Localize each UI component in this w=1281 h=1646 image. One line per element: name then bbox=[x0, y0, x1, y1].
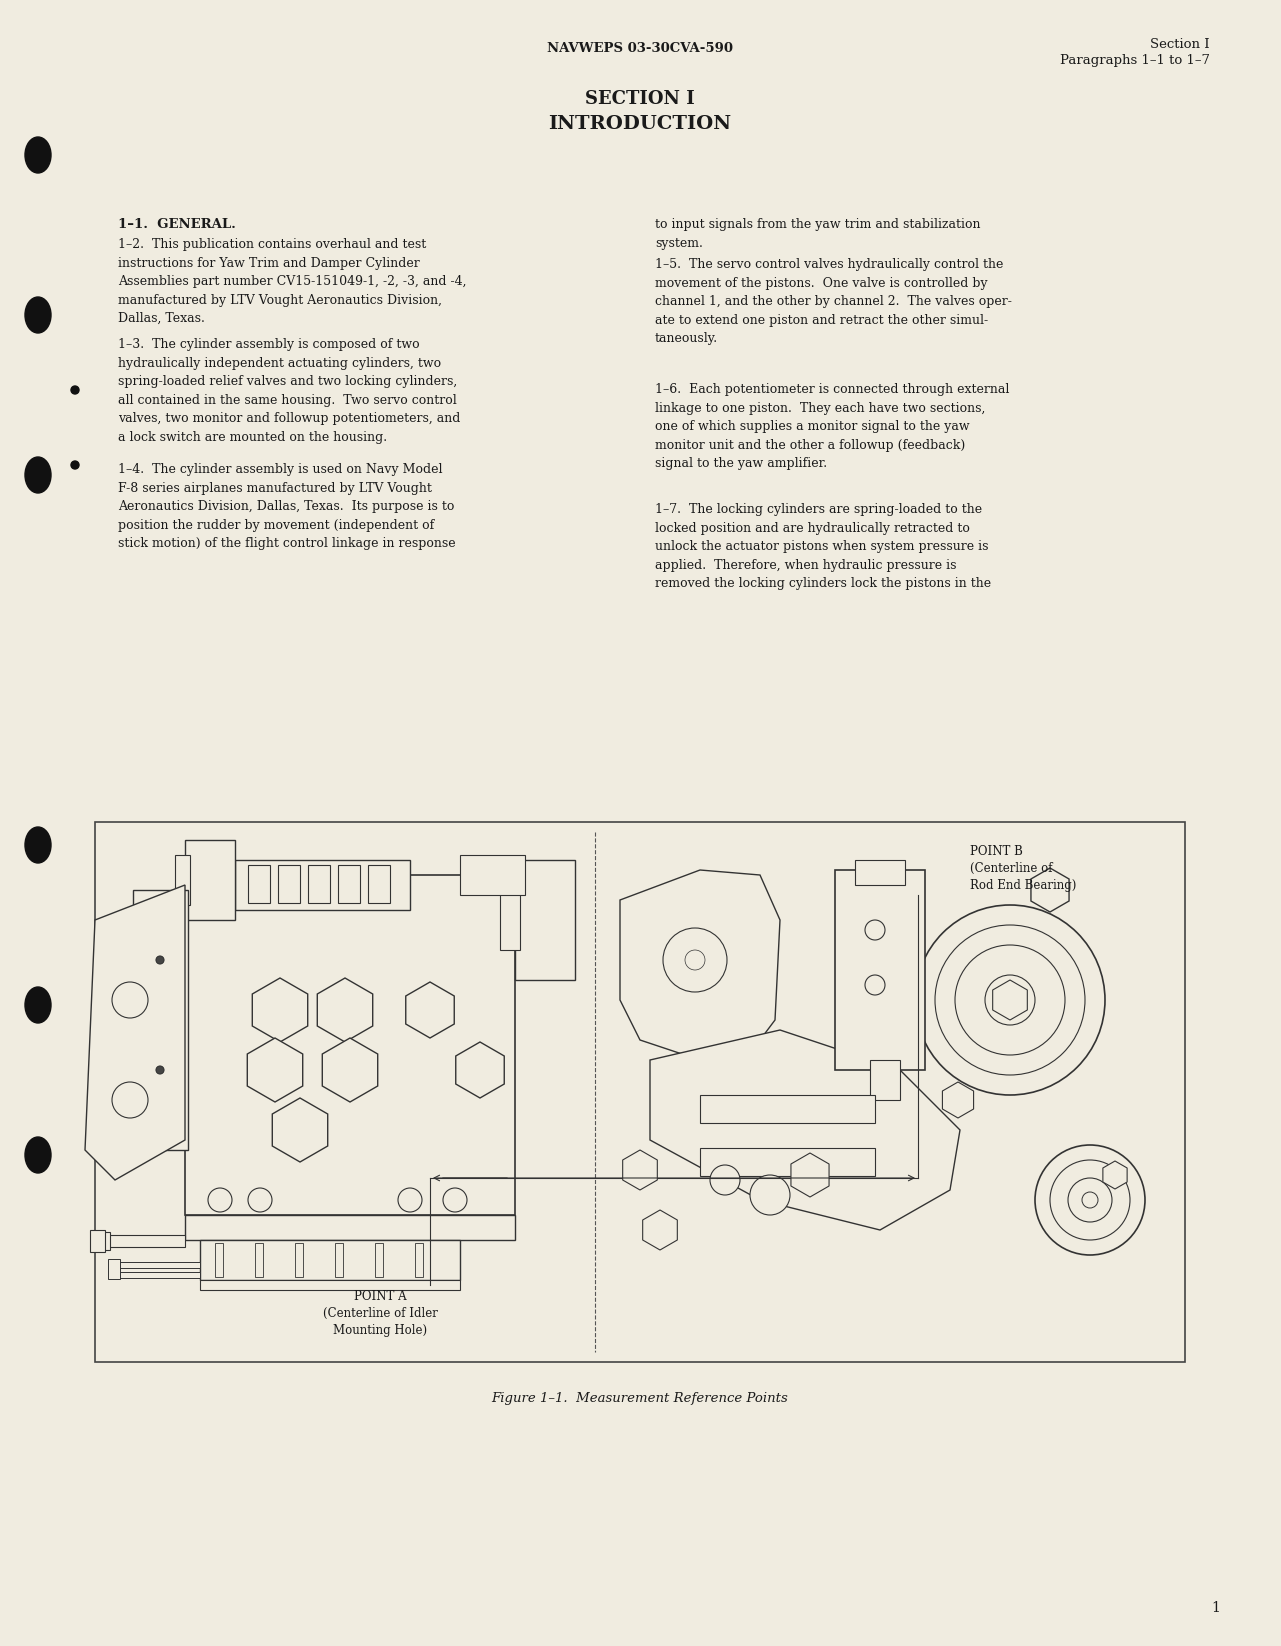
Bar bbox=[105, 1234, 184, 1248]
Ellipse shape bbox=[26, 1137, 51, 1174]
Bar bbox=[699, 1095, 875, 1123]
Bar bbox=[184, 876, 515, 1215]
Circle shape bbox=[985, 974, 1035, 1025]
Circle shape bbox=[111, 1081, 149, 1118]
Text: 1: 1 bbox=[1211, 1602, 1220, 1615]
Polygon shape bbox=[85, 886, 184, 1180]
Bar bbox=[835, 871, 925, 1070]
Bar bbox=[108, 1259, 120, 1279]
Bar bbox=[200, 1281, 460, 1290]
Text: Paragraphs 1–1 to 1–7: Paragraphs 1–1 to 1–7 bbox=[1059, 54, 1211, 67]
Circle shape bbox=[749, 1175, 790, 1215]
Text: 1–4.  The cylinder assembly is used on Navy Model
F-8 series airplanes manufactu: 1–4. The cylinder assembly is used on Na… bbox=[118, 463, 456, 550]
Circle shape bbox=[1050, 1160, 1130, 1239]
Circle shape bbox=[865, 974, 885, 994]
Bar bbox=[95, 821, 1185, 1361]
Bar bbox=[278, 866, 300, 904]
Circle shape bbox=[443, 1188, 468, 1211]
Circle shape bbox=[935, 925, 1085, 1075]
Circle shape bbox=[70, 461, 79, 469]
Text: POINT B
(Centerline of
Rod End Bearing): POINT B (Centerline of Rod End Bearing) bbox=[970, 844, 1076, 892]
Text: NAVWEPS 03-30CVA-590: NAVWEPS 03-30CVA-590 bbox=[547, 43, 733, 54]
Circle shape bbox=[156, 956, 164, 965]
Circle shape bbox=[334, 1053, 366, 1086]
Circle shape bbox=[264, 994, 296, 1025]
Bar bbox=[870, 1060, 901, 1100]
Bar bbox=[368, 866, 389, 904]
Bar bbox=[460, 854, 525, 895]
Bar bbox=[375, 1243, 383, 1277]
Circle shape bbox=[1038, 877, 1062, 902]
Circle shape bbox=[865, 920, 885, 940]
Polygon shape bbox=[649, 1030, 959, 1230]
Bar bbox=[699, 1147, 875, 1175]
Ellipse shape bbox=[26, 458, 51, 494]
Bar bbox=[200, 1239, 460, 1281]
Circle shape bbox=[466, 1057, 494, 1085]
Text: 1–1.  GENERAL.: 1–1. GENERAL. bbox=[118, 217, 236, 230]
Circle shape bbox=[398, 1188, 421, 1211]
Circle shape bbox=[111, 983, 149, 1017]
Text: 1–5.  The servo control valves hydraulically control the
movement of the pistons: 1–5. The servo control valves hydraulica… bbox=[655, 258, 1012, 346]
Bar bbox=[115, 1262, 200, 1267]
Circle shape bbox=[1035, 1146, 1145, 1254]
Circle shape bbox=[156, 1067, 164, 1073]
Text: 1–3.  The cylinder assembly is composed of two
hydraulically independent actuati: 1–3. The cylinder assembly is composed o… bbox=[118, 337, 460, 443]
Text: INTRODUCTION: INTRODUCTION bbox=[548, 115, 731, 133]
Text: 1–2.  This publication contains overhaul and test
instructions for Yaw Trim and : 1–2. This publication contains overhaul … bbox=[118, 239, 466, 324]
Text: POINT A
(Centerline of Idler
Mounting Hole): POINT A (Centerline of Idler Mounting Ho… bbox=[323, 1290, 437, 1337]
Bar bbox=[336, 1243, 343, 1277]
Circle shape bbox=[956, 945, 1065, 1055]
Bar bbox=[115, 1272, 200, 1277]
Text: SECTION I: SECTION I bbox=[585, 91, 694, 109]
Circle shape bbox=[915, 905, 1106, 1095]
Circle shape bbox=[146, 932, 174, 960]
Text: 1–6.  Each potentiometer is connected through external
linkage to one piston.  T: 1–6. Each potentiometer is connected thr… bbox=[655, 384, 1009, 471]
Bar bbox=[234, 859, 410, 910]
Bar bbox=[295, 1243, 304, 1277]
Bar bbox=[500, 871, 520, 950]
Circle shape bbox=[710, 1165, 740, 1195]
Ellipse shape bbox=[26, 988, 51, 1024]
Circle shape bbox=[664, 928, 728, 993]
Text: Figure 1–1.  Measurement Reference Points: Figure 1–1. Measurement Reference Points bbox=[492, 1393, 788, 1406]
Circle shape bbox=[259, 1053, 291, 1086]
Text: 1–7.  The locking cylinders are spring-loaded to the
locked position and are hyd: 1–7. The locking cylinders are spring-lo… bbox=[655, 504, 991, 589]
Bar bbox=[175, 854, 190, 905]
Circle shape bbox=[416, 996, 445, 1024]
Bar bbox=[184, 839, 234, 920]
Circle shape bbox=[329, 994, 361, 1025]
Circle shape bbox=[951, 1091, 966, 1108]
Ellipse shape bbox=[26, 137, 51, 173]
Bar bbox=[249, 866, 270, 904]
Circle shape bbox=[1068, 1179, 1112, 1221]
Circle shape bbox=[146, 1052, 174, 1080]
Bar bbox=[100, 1231, 110, 1249]
Bar bbox=[255, 1243, 263, 1277]
Bar bbox=[515, 859, 575, 979]
Bar bbox=[184, 1215, 515, 1239]
Circle shape bbox=[685, 950, 705, 969]
Circle shape bbox=[70, 387, 79, 393]
Bar bbox=[338, 866, 360, 904]
Circle shape bbox=[284, 1114, 316, 1146]
Circle shape bbox=[1082, 1192, 1098, 1208]
Bar bbox=[133, 890, 188, 1151]
Text: to input signals from the yaw trim and stabilization
system.: to input signals from the yaw trim and s… bbox=[655, 217, 980, 250]
Ellipse shape bbox=[26, 296, 51, 332]
Bar bbox=[307, 866, 330, 904]
Polygon shape bbox=[620, 871, 780, 1060]
Ellipse shape bbox=[26, 826, 51, 863]
Bar bbox=[90, 1230, 105, 1253]
Bar bbox=[854, 859, 904, 886]
Text: Section I: Section I bbox=[1150, 38, 1211, 51]
Bar bbox=[415, 1243, 423, 1277]
Bar bbox=[215, 1243, 223, 1277]
Circle shape bbox=[208, 1188, 232, 1211]
Circle shape bbox=[249, 1188, 272, 1211]
